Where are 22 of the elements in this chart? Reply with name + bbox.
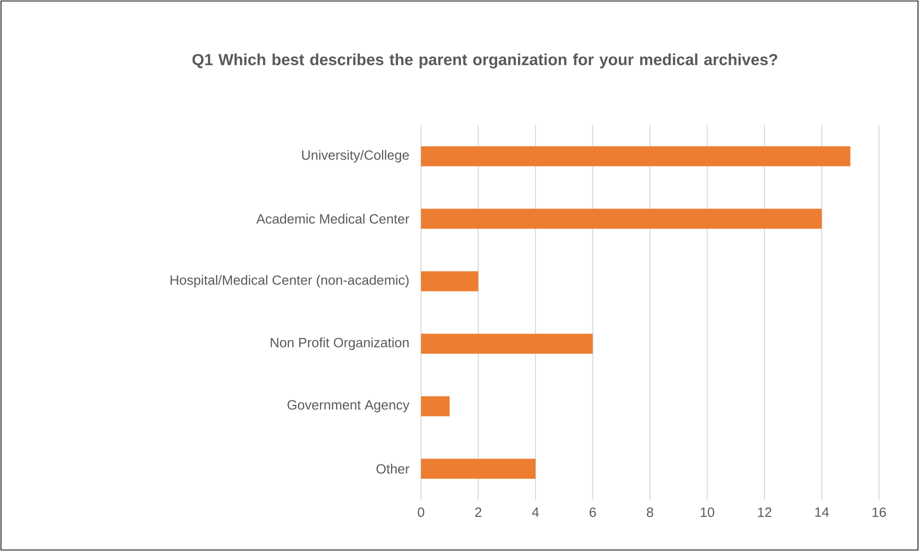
bar (421, 334, 593, 354)
x-tick-label: 6 (590, 508, 596, 518)
x-tick-label: 0 (418, 508, 424, 518)
y-tick-label: University/College (302, 150, 409, 163)
x-tick-label: 10 (700, 508, 714, 518)
x-tick-label: 8 (646, 508, 654, 518)
x-tick-label: 4 (532, 508, 539, 517)
y-tick-label: Academic Medical Center (256, 214, 410, 224)
bar (421, 396, 450, 416)
y-tick-label: Government Agency (288, 400, 410, 412)
bar (421, 208, 822, 229)
bar (421, 458, 536, 479)
y-tick-label: Hospital/Medical Center (non-academic) (170, 274, 409, 288)
x-tick-label: 12 (758, 508, 772, 517)
chart-title: Q1 Which best describes the parent organization for your medical archives? (192, 54, 778, 68)
y-tick-label: Non Profit Organization (270, 337, 409, 350)
x-tick-label: 14 (815, 508, 829, 517)
x-tick-label: 16 (872, 508, 886, 518)
bar (421, 271, 478, 292)
bar (421, 146, 850, 166)
y-tick-label: Other (376, 464, 410, 474)
x-tick-label: 2 (475, 508, 482, 517)
